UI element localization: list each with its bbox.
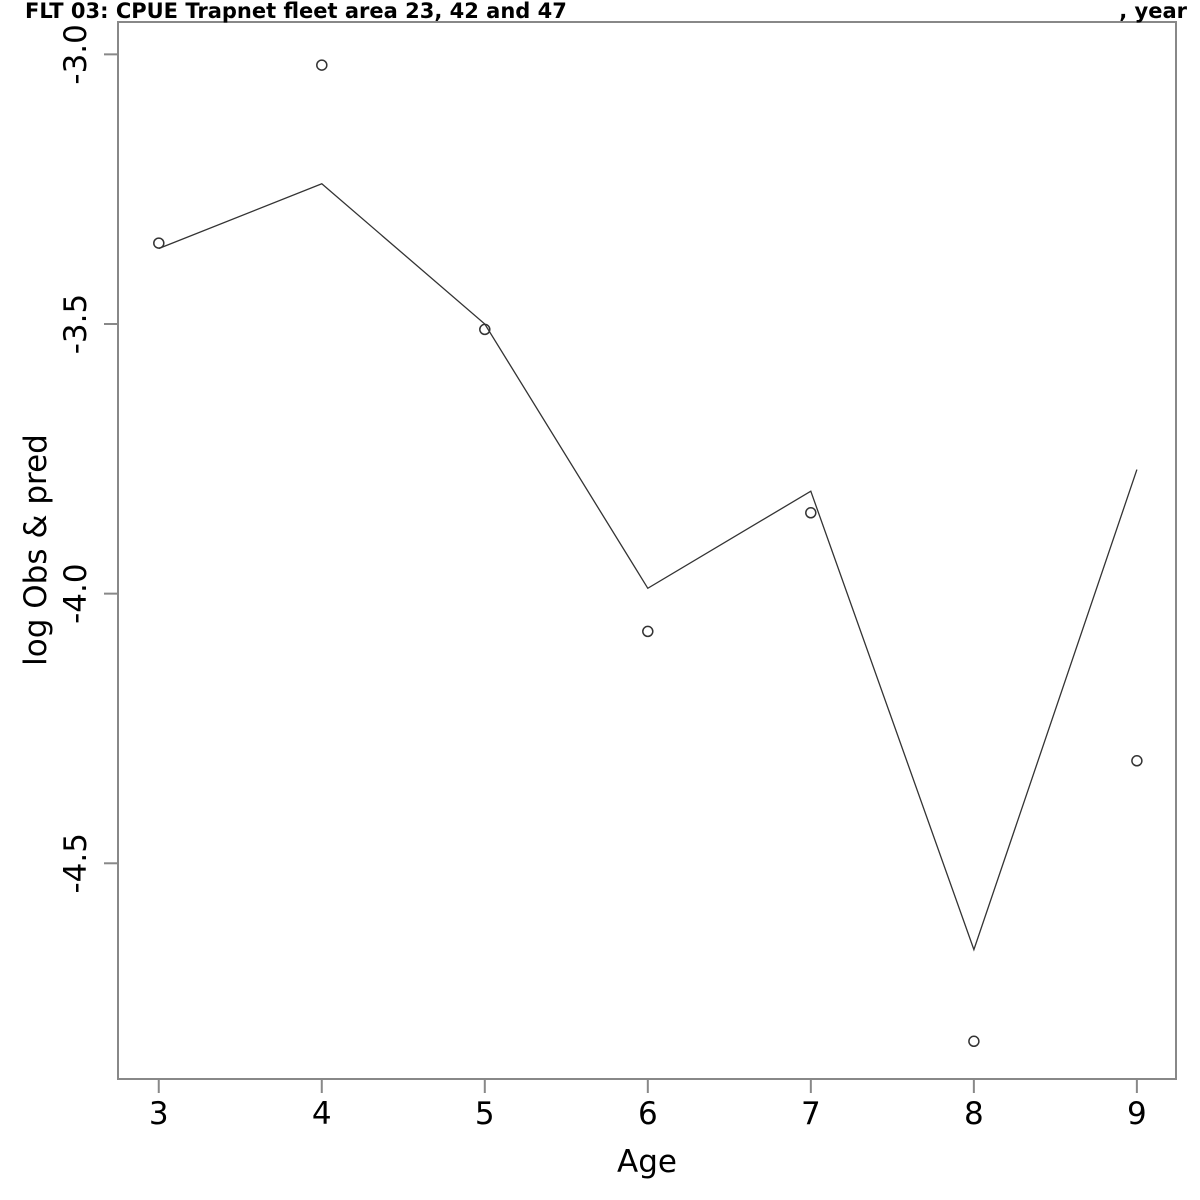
x-axis-label: Age [617, 1144, 677, 1180]
plot-frame [117, 21, 1177, 1080]
observed-point-marker [642, 625, 654, 638]
y-axis-ticks: -3.0 -3.5 -4.0 -4.5 [58, 24, 118, 894]
chart-title: FLT 03: CPUE Trapnet fleet area 23, 42 a… [25, 0, 567, 23]
observed-point-marker [153, 237, 165, 249]
predicted-line-series [158, 183, 1138, 952]
x-tick-label: 8 [964, 1096, 984, 1132]
x-tick-label: 3 [149, 1096, 169, 1132]
y-axis-label: log Obs & pred [18, 434, 54, 666]
observed-points-series [153, 59, 1143, 1048]
observed-point-marker [805, 507, 817, 519]
y-tick-label: -3.0 [58, 24, 94, 85]
x-tick-label: 9 [1127, 1096, 1147, 1132]
chart-title-suffix: , year [1119, 0, 1187, 23]
predicted-line [158, 183, 1138, 952]
y-tick-label: -4.5 [58, 833, 94, 894]
x-tick-label: 5 [475, 1096, 495, 1132]
observed-point-marker [968, 1035, 980, 1048]
x-axis-ticks: 3 4 5 6 7 8 9 [149, 1079, 1147, 1132]
x-tick-label: 6 [638, 1096, 658, 1132]
x-tick-label: 7 [801, 1096, 821, 1132]
y-tick-label: -4.0 [58, 563, 94, 624]
observed-point-marker [1131, 755, 1143, 767]
observed-point-marker [316, 59, 328, 71]
x-tick-label: 4 [312, 1096, 332, 1132]
observed-point-marker [479, 323, 491, 336]
y-tick-label: -3.5 [58, 294, 94, 355]
